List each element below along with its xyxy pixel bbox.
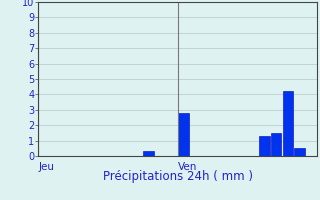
Bar: [271, 133, 281, 156]
Bar: [294, 148, 305, 156]
Text: Ven: Ven: [178, 162, 197, 172]
Bar: [260, 136, 270, 156]
Bar: [143, 151, 154, 156]
Text: Jeu: Jeu: [38, 162, 54, 172]
X-axis label: Précipitations 24h ( mm ): Précipitations 24h ( mm ): [103, 170, 252, 183]
Bar: [178, 113, 188, 156]
Bar: [283, 91, 293, 156]
